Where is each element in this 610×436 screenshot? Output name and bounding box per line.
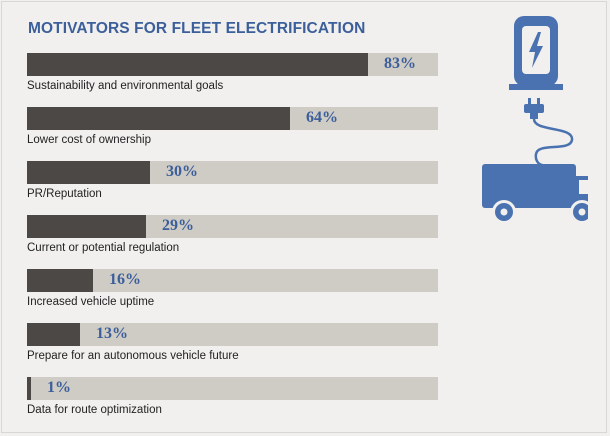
bar-fill xyxy=(27,269,93,292)
bar-fill xyxy=(27,53,368,76)
category-label: Increased vehicle uptime xyxy=(27,296,155,308)
bar-row: 64% Lower cost of ownership xyxy=(27,107,439,153)
bar-value-label: 16% xyxy=(109,271,141,288)
bar-track: 1% xyxy=(27,377,438,400)
bar-row: 16% Increased vehicle uptime xyxy=(27,269,439,315)
category-label: PR/Reputation xyxy=(27,188,102,200)
bar-fill xyxy=(27,323,80,346)
illustration xyxy=(482,16,588,224)
category-label: Current or potential regulation xyxy=(27,242,180,254)
ev-charger-icon xyxy=(509,16,563,90)
plug-icon xyxy=(524,98,544,119)
bar-track: 13% xyxy=(27,323,438,346)
bar-fill xyxy=(27,377,31,400)
bar-row: 1% Data for route optimization xyxy=(27,377,439,423)
bar-track: 29% xyxy=(27,215,438,238)
bar-value-label: 30% xyxy=(166,163,198,180)
bar-track: 16% xyxy=(27,269,438,292)
bar-row: 29% Current or potential regulation xyxy=(27,215,439,261)
bar-fill xyxy=(27,161,150,184)
chart-title: MOTIVATORS FOR FLEET ELECTRIFICATION xyxy=(28,20,366,37)
bar-value-label: 64% xyxy=(306,109,338,126)
bar-track: 64% xyxy=(27,107,438,130)
charging-cable xyxy=(532,117,574,167)
category-label: Data for route optimization xyxy=(27,404,162,416)
bar-fill xyxy=(27,107,290,130)
bar-value-label: 13% xyxy=(96,325,128,342)
bar-fill xyxy=(27,215,146,238)
bar-value-label: 29% xyxy=(162,217,194,234)
bar-value-label: 1% xyxy=(47,379,71,396)
category-label: Lower cost of ownership xyxy=(27,134,152,146)
bar-row: 30% PR/Reputation xyxy=(27,161,439,207)
category-label: Sustainability and environmental goals xyxy=(27,80,224,92)
delivery-van-icon xyxy=(482,164,588,224)
category-label: Prepare for an autonomous vehicle future xyxy=(27,350,239,362)
bar-track: 30% xyxy=(27,161,438,184)
bar-track: 83% xyxy=(27,53,438,76)
bar-value-label: 83% xyxy=(384,55,416,72)
bar-row: 83% Sustainability and environmental goal… xyxy=(27,53,439,99)
bar-row: 13% Prepare for an autonomous vehicle fut… xyxy=(27,323,439,369)
